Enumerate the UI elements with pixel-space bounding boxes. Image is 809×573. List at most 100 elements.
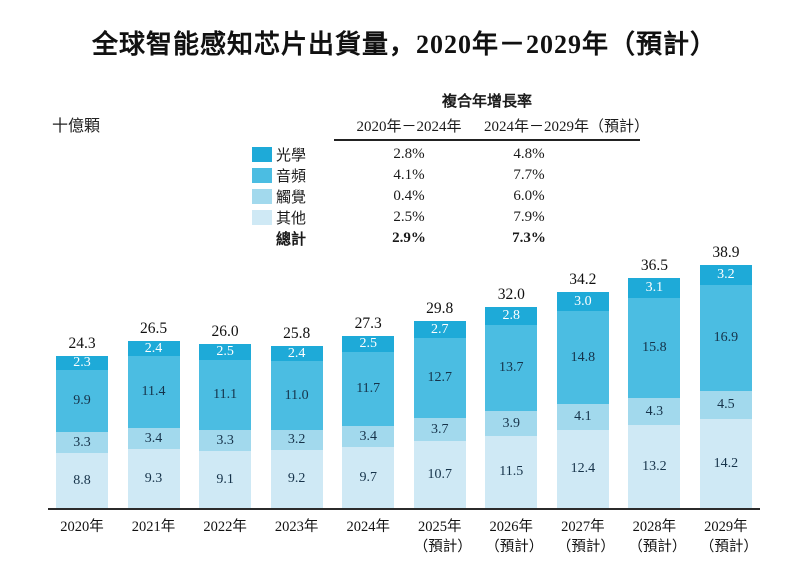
cagr-row: 其他 2.5% 7.9% <box>252 207 672 228</box>
bar-total-label: 36.5 <box>640 257 668 274</box>
bar-total-label: 26.0 <box>211 323 239 340</box>
bar-stack: 3.0 14.8 4.1 12.4 <box>556 292 609 508</box>
bar-total-label: 29.8 <box>426 300 454 317</box>
legend-item-label: 觸覺 <box>276 190 307 206</box>
bar-segment: 3.4 <box>342 426 395 447</box>
cagr-row: 總計 2.9% 7.3% <box>252 228 672 249</box>
bar-group: 36.5 3.1 15.8 4.3 13.2 <box>628 257 681 508</box>
legend-swatch <box>252 210 272 225</box>
bar-segment: 3.2 <box>699 265 752 285</box>
x-axis-label: 2024年 <box>342 517 394 558</box>
cagr-column-header-period2: 2024年－2029年（預計） <box>484 119 650 135</box>
x-axis-labels: 2020年 2021年 2022年 2023年 2024年 2025年 （預計） 2026年 （… <box>48 517 760 558</box>
bar-stack: 2.5 11.1 3.3 9.1 <box>199 344 252 508</box>
bar-segment: 9.3 <box>127 449 180 508</box>
bar-segment: 4.5 <box>699 391 752 419</box>
cagr-value-period1: 0.4% <box>393 188 425 204</box>
cagr-value-period1: 2.8% <box>393 146 425 162</box>
cagr-value-period2: 7.7% <box>513 167 545 183</box>
bar-segment: 4.1 <box>556 404 609 430</box>
bar-segment: 9.9 <box>56 370 108 432</box>
bar-stack: 2.4 11.0 3.2 9.2 <box>270 346 323 508</box>
legend-swatch <box>252 147 272 162</box>
bar-total-label: 32.0 <box>497 286 525 303</box>
x-axis-label-year: 2027年 <box>561 519 605 535</box>
bar-segment: 3.2 <box>270 430 323 450</box>
legend-swatch <box>252 189 272 204</box>
x-axis-label: 2027年 （預計） <box>556 517 615 558</box>
x-axis-label: 2020年 <box>56 517 108 558</box>
x-axis-label: 2026年 （預計） <box>485 517 543 558</box>
bar-group: 32.0 2.8 13.7 3.9 11.5 <box>485 286 538 508</box>
cagr-column-header-period1: 2020年－2024年 <box>356 119 462 135</box>
bar-segment: 2.5 <box>342 336 395 352</box>
legend-item-label: 其他 <box>276 211 307 227</box>
bar-segment: 13.7 <box>485 325 538 411</box>
bar-segment: 15.8 <box>628 298 681 398</box>
bar-segment: 16.9 <box>699 285 752 391</box>
bar-segment: 14.2 <box>699 419 752 508</box>
bar-total-label: 26.5 <box>139 320 168 337</box>
bar-segment: 11.5 <box>485 436 538 508</box>
bar-stack: 2.3 9.9 3.3 8.8 <box>56 356 108 508</box>
cagr-header-rule <box>334 139 640 141</box>
bar-segment: 3.9 <box>485 411 538 436</box>
bar-segment: 11.0 <box>270 361 323 430</box>
bar-segment: 4.3 <box>628 398 681 425</box>
bar-total-label: 27.3 <box>354 315 382 332</box>
x-axis-label-year: 2028年 <box>632 519 677 535</box>
bar-group: 26.0 2.5 11.1 3.3 9.1 <box>199 323 252 508</box>
x-axis-label: 2022年 <box>199 517 251 558</box>
bar-total-label: 24.3 <box>68 335 96 352</box>
bar-segment: 13.2 <box>628 425 681 508</box>
bar-segment: 11.1 <box>199 360 252 430</box>
x-axis-label-note: （預計） <box>699 539 758 556</box>
bar-segment: 2.5 <box>199 344 252 360</box>
bar-segment: 9.1 <box>199 451 252 508</box>
x-axis-label-year: 2024年 <box>346 519 390 535</box>
legend-item-label: 音頻 <box>276 169 307 185</box>
cagr-value-period1: 2.9% <box>392 230 426 246</box>
x-axis-label: 2025年 （預計） <box>414 517 472 558</box>
cagr-row: 音頻 4.1% 7.7% <box>252 165 672 186</box>
bar-segment: 3.1 <box>628 278 681 298</box>
bar-segment: 11.7 <box>342 352 395 426</box>
bar-group: 27.3 2.5 11.7 3.4 9.7 <box>342 315 395 508</box>
x-axis-label-year: 2029年 <box>704 519 748 535</box>
bar-stack: 2.5 11.7 3.4 9.7 <box>342 336 395 508</box>
stacked-bar-chart: 24.3 2.3 9.9 3.3 8.8 26.5 2.4 11.4 3.4 9.3 26.0 2.5… <box>48 236 760 558</box>
bar-segment: 10.7 <box>413 441 466 508</box>
bar-segment: 2.7 <box>413 321 466 338</box>
bar-segment: 9.2 <box>270 450 323 508</box>
bar-segment: 11.4 <box>127 356 180 428</box>
bar-segment: 12.4 <box>556 430 609 508</box>
bar-stack: 3.2 16.9 4.5 14.2 <box>699 265 752 508</box>
legend-item-label: 總計 <box>276 232 307 248</box>
bar-segment: 3.0 <box>556 292 609 311</box>
legend-item-label: 光學 <box>276 148 307 164</box>
x-axis-label: 2029年 （預計） <box>699 517 758 558</box>
bar-group: 38.9 3.2 16.9 4.5 14.2 <box>699 244 752 508</box>
x-axis-label-year: 2021年 <box>131 519 176 535</box>
x-axis-label-note: （預計） <box>556 539 615 556</box>
bar-group: 29.8 2.7 12.7 3.7 10.7 <box>413 300 466 508</box>
cagr-value-period2: 7.9% <box>513 209 545 225</box>
bar-total-label: 34.2 <box>569 271 597 288</box>
bar-stack: 2.7 12.7 3.7 10.7 <box>413 321 466 508</box>
cagr-value-period1: 2.5% <box>393 209 425 225</box>
bar-stack: 2.8 13.7 3.9 11.5 <box>485 307 538 508</box>
y-axis-unit-label: 十億顆 <box>52 118 101 135</box>
x-axis-label-year: 2026年 <box>489 519 534 535</box>
bar-segment: 3.4 <box>127 428 180 449</box>
bar-total-label: 25.8 <box>283 325 311 342</box>
x-axis-label-year: 2023年 <box>274 519 319 535</box>
cagr-value-period2: 4.8% <box>513 146 545 162</box>
bar-group: 34.2 3.0 14.8 4.1 12.4 <box>556 271 609 508</box>
bar-stack: 2.4 11.4 3.4 9.3 <box>127 341 180 508</box>
bar-segment: 12.7 <box>413 338 466 418</box>
bar-segment: 9.7 <box>342 447 395 508</box>
bar-group: 25.8 2.4 11.0 3.2 9.2 <box>270 325 323 508</box>
cagr-rows: 光學 2.8% 4.8% 音頻 4.1% 7.7% 觸覺 0.4% 6.0% 其他 2.5% 7.9%… <box>252 144 672 249</box>
plot-area: 24.3 2.3 9.9 3.3 8.8 26.5 2.4 11.4 3.4 9.3 26.0 2.5… <box>48 236 760 510</box>
bar-stack: 3.1 15.8 4.3 13.2 <box>628 278 681 508</box>
